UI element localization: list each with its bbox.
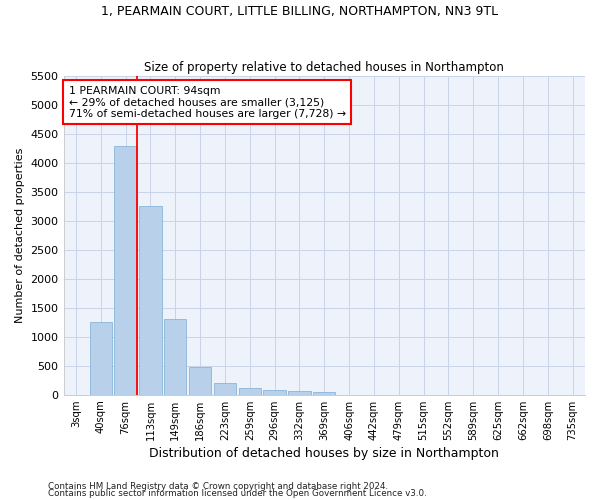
- Bar: [313, 392, 335, 395]
- Bar: [115, 146, 137, 395]
- Title: Size of property relative to detached houses in Northampton: Size of property relative to detached ho…: [145, 60, 504, 74]
- Bar: [139, 206, 161, 395]
- Bar: [89, 322, 112, 395]
- Bar: [214, 383, 236, 395]
- Bar: [164, 320, 187, 395]
- Bar: [189, 367, 211, 395]
- Text: 1, PEARMAIN COURT, LITTLE BILLING, NORTHAMPTON, NN3 9TL: 1, PEARMAIN COURT, LITTLE BILLING, NORTH…: [101, 5, 499, 18]
- Y-axis label: Number of detached properties: Number of detached properties: [15, 148, 25, 323]
- Text: Contains public sector information licensed under the Open Government Licence v3: Contains public sector information licen…: [48, 490, 427, 498]
- Bar: [239, 388, 261, 395]
- Text: Contains HM Land Registry data © Crown copyright and database right 2024.: Contains HM Land Registry data © Crown c…: [48, 482, 388, 491]
- Bar: [263, 390, 286, 395]
- Bar: [288, 392, 311, 395]
- Text: 1 PEARMAIN COURT: 94sqm
← 29% of detached houses are smaller (3,125)
71% of semi: 1 PEARMAIN COURT: 94sqm ← 29% of detache…: [69, 86, 346, 119]
- X-axis label: Distribution of detached houses by size in Northampton: Distribution of detached houses by size …: [149, 447, 499, 460]
